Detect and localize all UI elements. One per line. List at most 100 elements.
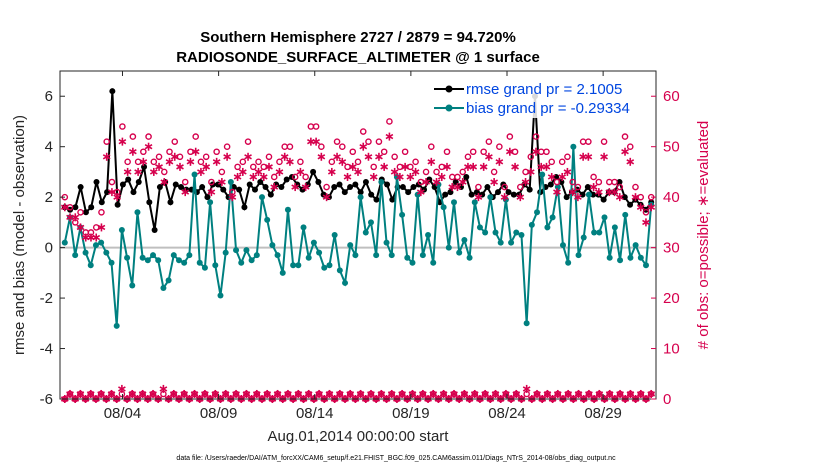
- bias-point: [181, 259, 188, 266]
- rmse-point: [347, 184, 354, 191]
- rmse-point: [563, 194, 570, 201]
- rmse-point: [584, 184, 591, 191]
- evaluated-star-stroke: [364, 154, 373, 160]
- possible-marker: [438, 163, 446, 171]
- evaluated-star-stroke: [211, 391, 220, 397]
- possible-marker: [291, 173, 299, 181]
- evaluated-star-stroke: [521, 179, 530, 185]
- rmse-point: [373, 196, 380, 203]
- rmse-point: [167, 199, 174, 206]
- bias-point: [248, 257, 255, 264]
- x-tick-label: 08/19: [392, 405, 430, 422]
- evaluated-star-stroke: [396, 174, 404, 180]
- evaluated-star-stroke: [181, 189, 190, 195]
- evaluated-star-stroke: [118, 138, 127, 145]
- possible-marker: [208, 178, 215, 186]
- possible-marker: [506, 133, 514, 140]
- evaluated-star-stroke: [223, 154, 231, 160]
- evaluated-star-stroke: [490, 179, 498, 185]
- evaluated-star-stroke: [202, 164, 211, 170]
- legend-bias-label: bias grand pr = -0.29334: [466, 100, 630, 117]
- possible-marker: [485, 138, 493, 145]
- possible-marker: [427, 143, 435, 150]
- evaluated-star-stroke: [558, 174, 567, 180]
- evaluated-star-stroke: [170, 154, 179, 160]
- evaluated-star-stroke: [385, 133, 394, 140]
- rmse-point: [204, 194, 211, 201]
- bias-point: [362, 229, 369, 236]
- evaluated-star-stroke: [589, 184, 598, 190]
- possible-marker: [160, 168, 168, 176]
- bias-point: [139, 254, 146, 261]
- possible-marker: [464, 153, 472, 161]
- legend-rmse-label: rmse grand pr = 2.1005: [466, 81, 622, 98]
- evaluated-star-stroke: [432, 179, 441, 185]
- rmse-point: [399, 184, 406, 191]
- series-evaluated_lower: [60, 384, 656, 403]
- rmse-point: [77, 184, 84, 191]
- rmse-point: [236, 186, 243, 193]
- evaluated-star-stroke: [526, 169, 535, 175]
- bias-point: [492, 229, 499, 236]
- x-tick-label: 08/09: [200, 405, 238, 422]
- rmse-point: [109, 88, 116, 95]
- y-right-tick-label: 10: [663, 341, 680, 358]
- evaluated-star-stroke: [286, 159, 294, 165]
- rmse-point: [278, 184, 285, 191]
- evaluated-star-stroke: [574, 391, 583, 397]
- evaluated-star-stroke: [263, 391, 272, 397]
- evaluated-star-stroke: [343, 174, 352, 180]
- rmse-point: [616, 179, 623, 186]
- evaluated-star-stroke: [354, 169, 362, 175]
- evaluated-star-stroke: [401, 164, 409, 170]
- bias-point: [549, 214, 556, 221]
- bias-point: [596, 229, 603, 236]
- evaluated-star-stroke: [242, 391, 251, 397]
- bias-point: [528, 221, 535, 228]
- possible-marker: [338, 143, 346, 150]
- possible-marker: [412, 158, 419, 166]
- bias-point: [383, 239, 390, 246]
- rmse-point: [362, 179, 369, 186]
- rmse-point: [241, 204, 248, 211]
- rmse-point: [283, 176, 290, 183]
- bias-point: [373, 252, 380, 259]
- evaluated-star-stroke: [155, 164, 163, 170]
- evaluated-star-stroke: [238, 169, 247, 175]
- possible-marker: [380, 148, 388, 156]
- rmse-point: [384, 181, 391, 188]
- bias-point: [336, 267, 343, 274]
- evaluated-star-stroke: [387, 391, 396, 397]
- bias-point: [367, 219, 374, 226]
- evaluated-star-stroke: [139, 159, 148, 165]
- evaluated-star-stroke: [610, 189, 619, 195]
- bias-point: [191, 171, 198, 178]
- evaluated-star-stroke: [547, 174, 556, 180]
- evaluated-star-stroke: [369, 174, 378, 180]
- evaluated-star-stroke: [190, 391, 199, 397]
- bias-point: [290, 262, 297, 269]
- evaluated-star-stroke: [594, 189, 603, 195]
- evaluated-star-stroke: [631, 194, 640, 200]
- rmse-point: [267, 191, 274, 198]
- possible-marker: [632, 183, 639, 191]
- possible-marker: [218, 168, 226, 176]
- evaluated-star-stroke: [275, 169, 284, 175]
- possible-marker: [469, 148, 477, 156]
- y-tick-label: 2: [45, 189, 53, 206]
- x-tick-label: 08/24: [488, 405, 526, 422]
- evaluated-star-stroke: [470, 391, 479, 397]
- rmse-line: [64, 91, 653, 231]
- evaluated-star-stroke: [427, 159, 436, 165]
- evaluated-star-stroke: [144, 143, 153, 150]
- bias-point: [461, 237, 468, 244]
- possible-marker: [527, 153, 535, 161]
- rmse-point: [246, 181, 253, 188]
- y-right-tick-label: 0: [663, 391, 671, 408]
- evaluated-star-stroke: [76, 391, 85, 397]
- possible-marker: [166, 148, 173, 156]
- bias-point: [539, 171, 546, 178]
- evaluated-star-stroke: [429, 391, 438, 397]
- bias-point: [227, 179, 234, 186]
- bias-point: [606, 254, 613, 261]
